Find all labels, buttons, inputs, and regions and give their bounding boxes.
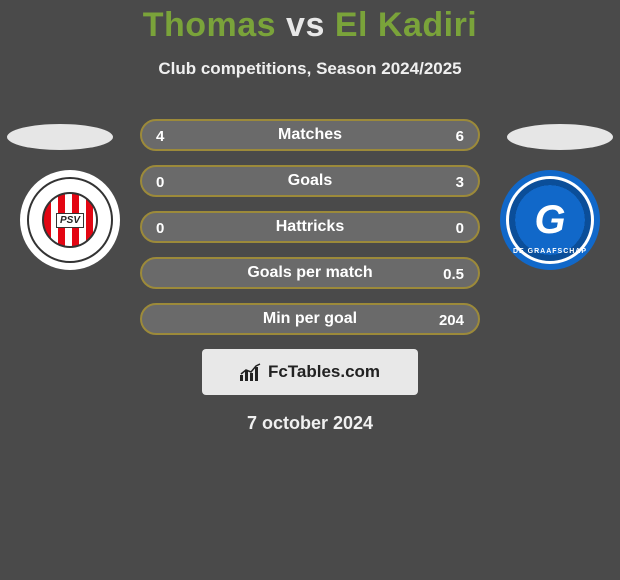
stat-left-value: 0 xyxy=(142,213,178,245)
stat-right-value: 3 xyxy=(442,167,478,199)
club-badge-left: PSV xyxy=(20,170,120,270)
de-graafschap-badge: G DE GRAAFSCHAP xyxy=(506,176,594,264)
title-vs: vs xyxy=(286,6,325,44)
player-marker-right xyxy=(507,124,613,150)
stat-row-gpm: Goals per match 0.5 xyxy=(140,257,480,289)
stats-table: 4 Matches 6 0 Goals 3 0 Hattricks 0 Goal… xyxy=(140,119,480,335)
page-title: Thomas vs El Kadiri xyxy=(0,0,620,45)
stat-right-value: 0.5 xyxy=(429,259,478,291)
dg-letter: G xyxy=(534,200,565,240)
title-player2: El Kadiri xyxy=(335,6,477,44)
stat-row-matches: 4 Matches 6 xyxy=(140,119,480,151)
psv-badge: PSV xyxy=(27,177,113,263)
stat-right-value: 0 xyxy=(442,213,478,245)
stat-left-value xyxy=(142,259,170,291)
stat-label: Matches xyxy=(278,126,342,144)
psv-stripes-icon: PSV xyxy=(42,192,98,248)
brand-box[interactable]: FcTables.com xyxy=(202,349,418,395)
stat-label: Goals per match xyxy=(247,264,372,282)
stat-right-value: 6 xyxy=(442,121,478,153)
stat-left-value xyxy=(142,305,170,337)
brand-text: FcTables.com xyxy=(268,362,380,382)
stat-row-hattricks: 0 Hattricks 0 xyxy=(140,211,480,243)
subtitle: Club competitions, Season 2024/2025 xyxy=(0,59,620,79)
stat-row-goals: 0 Goals 3 xyxy=(140,165,480,197)
title-player1: Thomas xyxy=(143,6,276,44)
date-text: 7 october 2024 xyxy=(0,413,620,434)
club-badge-right: G DE GRAAFSCHAP xyxy=(500,170,600,270)
stat-left-value: 4 xyxy=(142,121,178,153)
dg-ring-text: DE GRAAFSCHAP xyxy=(509,248,591,255)
stat-row-mpg: Min per goal 204 xyxy=(140,303,480,335)
bars-chart-icon xyxy=(240,363,262,381)
player-marker-left xyxy=(7,124,113,150)
stat-label: Min per goal xyxy=(263,310,357,328)
stat-label: Goals xyxy=(288,172,332,190)
psv-label: PSV xyxy=(56,213,84,228)
stat-left-value: 0 xyxy=(142,167,178,199)
comparison-card: Thomas vs El Kadiri Club competitions, S… xyxy=(0,0,620,434)
stat-right-value: 204 xyxy=(425,305,478,337)
stat-label: Hattricks xyxy=(276,218,344,236)
